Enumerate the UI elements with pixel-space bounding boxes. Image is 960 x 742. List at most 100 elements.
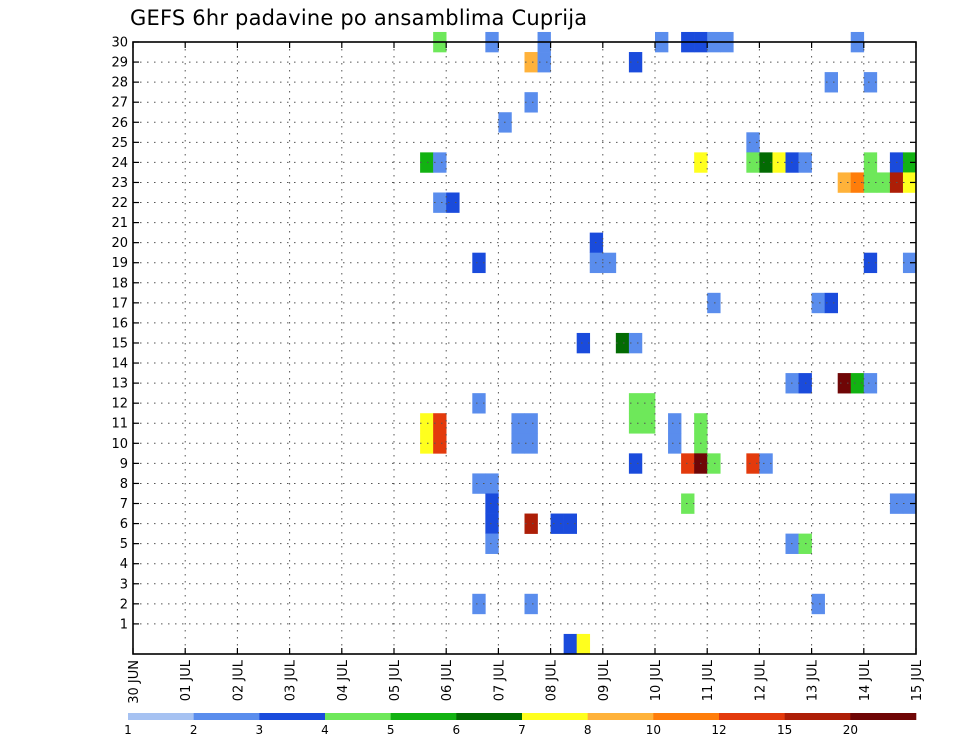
heatmap-cell	[524, 52, 538, 73]
heatmap-cell	[759, 152, 773, 173]
heatmap-cell	[863, 252, 878, 274]
colorbar-label: 10	[646, 723, 661, 737]
y-tick-label: 20	[111, 236, 128, 251]
colorbar-segment	[259, 713, 326, 720]
heatmap-cell	[485, 493, 499, 514]
heatmap-cell	[707, 292, 721, 314]
heatmap-cell	[628, 453, 643, 474]
heatmap-cell	[433, 433, 447, 454]
heatmap-cell	[537, 52, 551, 73]
x-tick-label: 05 JUL	[388, 659, 403, 701]
heatmap-cell	[433, 152, 447, 173]
colorbar: 1 2 3 4 5 6 7 8 10 12 15 20	[124, 713, 917, 737]
y-tick-label: 2	[120, 597, 128, 612]
y-tick-label: 17	[111, 296, 128, 311]
heatmap-cell	[902, 172, 917, 193]
y-tick-label: 15	[111, 336, 128, 351]
colorbar-label: 8	[584, 723, 592, 737]
heatmap-cell	[563, 633, 577, 655]
heatmap-cell	[420, 433, 434, 454]
y-tick-label: 25	[111, 136, 128, 151]
heatmap-cell	[485, 513, 499, 534]
colorbar-segment	[653, 713, 720, 720]
x-tick-label: 06 JUL	[440, 659, 455, 701]
colorbar-label: 15	[777, 723, 792, 737]
y-tick-label: 29	[111, 56, 128, 71]
y-tick-label: 5	[120, 537, 128, 552]
heatmap-cell	[837, 373, 852, 394]
heatmap-cell	[550, 513, 564, 534]
y-tick-label: 6	[120, 517, 128, 532]
heatmap-cell	[759, 453, 773, 474]
y-tick-label: 10	[111, 437, 128, 452]
x-tick-label: 02 JUL	[231, 659, 246, 701]
plot-frame	[132, 41, 917, 655]
y-tick-label: 22	[111, 196, 128, 211]
y-tick-label: 21	[111, 216, 128, 231]
heatmap-cell	[628, 332, 643, 354]
y-tick-label: 30	[111, 36, 128, 51]
heatmap-cell	[668, 433, 682, 454]
y-tick-label: 9	[120, 457, 128, 472]
heatmap-cell	[446, 192, 460, 213]
heatmap-cell	[850, 373, 865, 394]
x-tick-label: 14 JUL	[858, 659, 873, 701]
heatmap-cell	[824, 292, 838, 314]
heatmap-cell	[576, 332, 591, 354]
heatmap-cell	[668, 413, 682, 434]
colorbar-segment	[587, 713, 654, 720]
heatmap-cell	[628, 413, 643, 434]
heatmap-cell	[811, 593, 825, 615]
heatmap-cell	[524, 92, 538, 113]
heatmap-cell	[485, 473, 499, 494]
heatmap-cell	[876, 172, 891, 193]
colorbar-segment	[193, 713, 260, 720]
heatmap-cell	[746, 453, 760, 474]
colorbar-segment	[522, 713, 588, 720]
y-tick-label: 27	[111, 96, 128, 111]
y-tick-label: 18	[111, 276, 128, 291]
y-tick-label: 26	[111, 116, 128, 131]
x-tick-label: 08 JUL	[545, 659, 560, 701]
heatmap-cell	[628, 52, 643, 73]
chart-title: GEFS 6hr padavine po ansamblima Cuprija	[130, 6, 588, 30]
colorbar-segment	[456, 713, 523, 720]
y-tick-label: 28	[111, 76, 128, 91]
heatmap-cell	[420, 152, 434, 173]
x-tick-label: 09 JUL	[597, 659, 612, 701]
colorbar-label: 2	[190, 723, 198, 737]
heatmap-cell	[472, 252, 486, 274]
colorbar-label: 1	[124, 723, 132, 737]
heatmap-cell	[811, 292, 825, 314]
heatmap-cell	[681, 493, 695, 514]
heatmap-cell	[863, 152, 878, 173]
y-tick-label: 1	[120, 617, 128, 632]
y-tick-label: 24	[111, 156, 128, 171]
heatmap-cell	[746, 132, 760, 153]
heatmap-cell	[707, 453, 721, 474]
y-tick-label: 16	[111, 316, 128, 331]
x-tick-label: 13 JUL	[806, 659, 821, 701]
colorbar-label: 5	[387, 723, 395, 737]
heatmap-cell	[681, 453, 695, 474]
colorbar-segment	[719, 713, 785, 720]
heatmap-cell	[563, 513, 577, 534]
heatmap-cell	[902, 152, 917, 173]
y-tick-label: 3	[120, 577, 128, 592]
y-tick-label: 13	[111, 377, 128, 392]
heatmap-cell	[824, 72, 838, 93]
heatmap-cell	[902, 252, 917, 274]
colorbar-segment	[325, 713, 391, 720]
y-tick-label: 4	[120, 557, 128, 572]
colorbar-segment	[850, 713, 917, 720]
heatmap-cell	[641, 393, 656, 414]
heatmap-cell	[524, 413, 538, 434]
colorbar-label: 7	[518, 723, 526, 737]
x-tick-label: 30 JUN	[127, 660, 142, 704]
heatmap-cell	[420, 413, 434, 434]
heatmap-cell	[746, 152, 760, 173]
heatmap-cell	[772, 152, 786, 173]
colorbar-label: 20	[843, 723, 858, 737]
ensemble-cells	[420, 31, 917, 655]
